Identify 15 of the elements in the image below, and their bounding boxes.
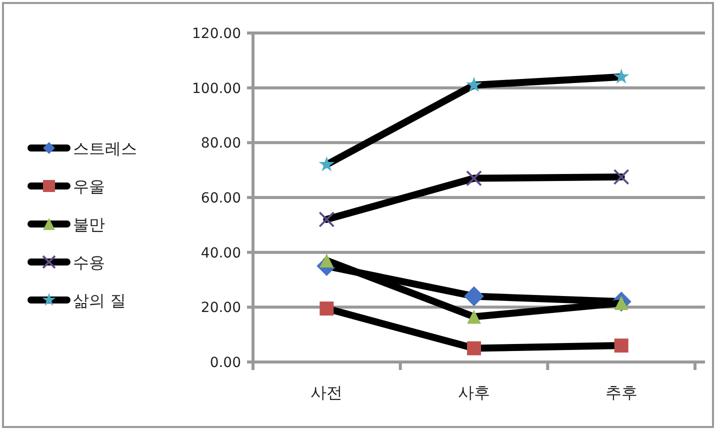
y-tick-label: 0.00 — [210, 355, 241, 371]
legend-label: 스트레스 — [73, 139, 137, 158]
y-tick-label: 40.00 — [200, 245, 241, 262]
y-tick-label: 120.00 — [192, 26, 241, 42]
legend-label: 수용 — [73, 253, 105, 272]
legend-label: 삶의 질 — [73, 291, 126, 310]
y-tick-label: 100.00 — [192, 80, 241, 97]
x-tick-label: 사전 — [310, 383, 343, 402]
y-tick-label: 20.00 — [200, 300, 241, 316]
x-tick-label: 추후 — [605, 383, 638, 402]
legend-label: 우울 — [73, 177, 105, 196]
y-tick-label: 80.00 — [200, 136, 241, 152]
legend-label: 불만 — [73, 215, 105, 234]
y-tick-label: 60.00 — [200, 190, 241, 206]
x-tick-label: 사후 — [458, 383, 490, 402]
